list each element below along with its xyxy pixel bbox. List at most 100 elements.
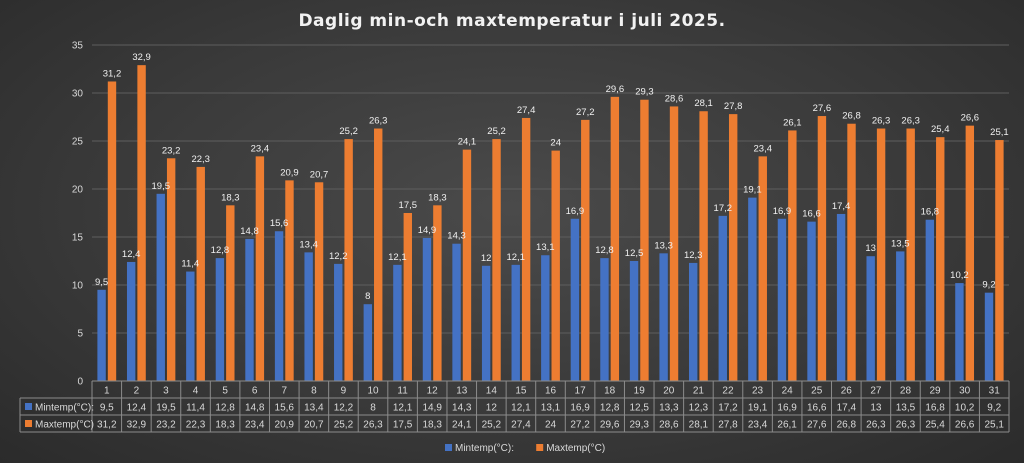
data-label-max: 24: [550, 138, 561, 149]
table-cell: 26,3: [896, 420, 916, 431]
table-cell: 12: [486, 403, 498, 414]
bar-max-day-14: [492, 139, 501, 381]
table-cell: 17,2: [718, 403, 738, 414]
bar-min-day-12: [422, 237, 432, 381]
table-cell: 9,5: [100, 403, 114, 414]
table-cell: 10,2: [955, 403, 975, 414]
table-cell: 29,6: [600, 420, 620, 431]
data-label-max: 26,3: [872, 116, 891, 127]
bar-min-day-5: [215, 258, 225, 381]
bar-max-day-15: [521, 117, 531, 382]
bar-min-day-13: [452, 243, 461, 381]
y-tick-label: 25: [72, 137, 84, 148]
bar-max-day-10: [374, 128, 383, 381]
data-label-min: 12,5: [625, 248, 644, 259]
bar-max-day-8: [314, 182, 324, 381]
x-tick-label: 29: [929, 386, 941, 397]
bar-min-day-28: [896, 251, 905, 381]
bar-min-day-1: [97, 289, 106, 381]
table-cell: 12,5: [630, 403, 650, 414]
bar-min-day-30: [955, 283, 964, 381]
x-tick-label: 11: [397, 386, 408, 397]
x-tick-label: 15: [515, 386, 527, 397]
bar-min-day-6: [245, 238, 254, 381]
table-cell: 22,3: [186, 420, 206, 431]
table-cell: 25,2: [334, 420, 354, 431]
legend-label: Maxtemp(°C): [546, 443, 605, 454]
data-label-max: 32,9: [132, 52, 151, 63]
data-label-max: 25,2: [487, 126, 506, 137]
data-label-max: 20,7: [310, 169, 329, 180]
table-cell: 16,6: [807, 403, 827, 414]
data-label-min: 12,3: [684, 250, 703, 261]
bar-max-day-20: [669, 106, 679, 381]
data-label-min: 11,4: [181, 259, 199, 270]
bar-min-day-8: [304, 252, 313, 381]
y-axis: 0 5 10 15 20 25 30 35: [72, 41, 84, 388]
data-label-min: 12,8: [211, 245, 230, 256]
x-tick-label: 10: [367, 386, 379, 397]
data-label-max: 26,3: [901, 116, 920, 127]
table-cell: 25,2: [482, 420, 502, 431]
gridlines: [92, 44, 1009, 382]
data-label-max: 25,1: [990, 127, 1009, 138]
data-label-min: 16,6: [802, 209, 821, 220]
data-label-min: 19,1: [743, 185, 762, 196]
x-tick-label: 20: [663, 386, 675, 397]
x-tick-label: 23: [752, 386, 764, 397]
x-tick-label: 21: [693, 386, 705, 397]
x-tick-label: 2: [134, 386, 140, 397]
x-tick-label: 27: [870, 386, 882, 397]
table-cell: 17,4: [837, 403, 857, 414]
data-label-max: 29,3: [635, 87, 654, 98]
data-label-min: 13: [865, 243, 876, 254]
x-tick-label: 31: [989, 386, 1001, 397]
table-cell: 9,2: [987, 403, 1001, 414]
table-cell: 18,3: [422, 420, 442, 431]
data-label-max: 28,1: [694, 98, 713, 109]
table-cell: 27,8: [718, 420, 738, 431]
data-labels: 9,5 31,2 12,4 32,9 19,5 23,2 11,4 22,3 12,8 18,3 1…: [95, 52, 1009, 302]
bar-min-day-14: [481, 265, 491, 381]
data-label-max: 22,3: [191, 154, 210, 165]
bar-min-day-27: [866, 256, 875, 381]
bar-max-day-18: [610, 96, 620, 381]
x-tick-label: 26: [841, 386, 853, 397]
data-label-max: 25,2: [339, 126, 358, 137]
bar-max-day-17: [581, 119, 590, 381]
table-cell: 27,4: [511, 420, 531, 431]
table-cell: 27,6: [807, 420, 827, 431]
chart-title: Daglig min-och maxtemperatur i juli 2025…: [298, 11, 725, 31]
bar-max-day-3: [166, 158, 176, 381]
x-tick-label: 7: [281, 386, 287, 397]
y-tick-label: 5: [77, 329, 83, 340]
table-cell: 12,1: [511, 403, 531, 414]
x-tick-label: 5: [222, 386, 228, 397]
table-cell: 26,3: [866, 420, 886, 431]
table-series-name: Maxtemp(°C): [35, 420, 94, 431]
bar-min-day-26: [836, 213, 846, 381]
bar-max-day-9: [344, 139, 353, 381]
data-label-min: 17,2: [714, 203, 733, 214]
table-cell: 8: [370, 403, 376, 414]
data-label-max: 25,4: [931, 124, 950, 135]
x-tick-label: 3: [163, 386, 169, 397]
x-tick-label: 6: [252, 386, 258, 397]
bar-min-day-7: [274, 231, 284, 381]
data-label-max: 18,3: [428, 192, 447, 203]
bar-max-day-24: [788, 130, 797, 381]
data-label-max: 27,8: [724, 101, 743, 112]
x-tick-label: 17: [575, 386, 587, 397]
table-cell: 12,3: [689, 403, 709, 414]
data-label-min: 14,3: [447, 231, 466, 242]
data-label-min: 12,8: [595, 245, 614, 256]
data-label-max: 26,3: [369, 116, 388, 127]
table-cell: 20,7: [304, 420, 324, 431]
bar-max-day-23: [758, 156, 767, 381]
table-cell: 28,1: [689, 420, 709, 431]
table-cell: 12,1: [393, 403, 413, 414]
x-tick-label: 18: [604, 386, 616, 397]
bar-min-day-11: [393, 264, 402, 381]
data-label-min: 9,5: [95, 277, 108, 288]
table-cell: 28,6: [659, 420, 679, 431]
